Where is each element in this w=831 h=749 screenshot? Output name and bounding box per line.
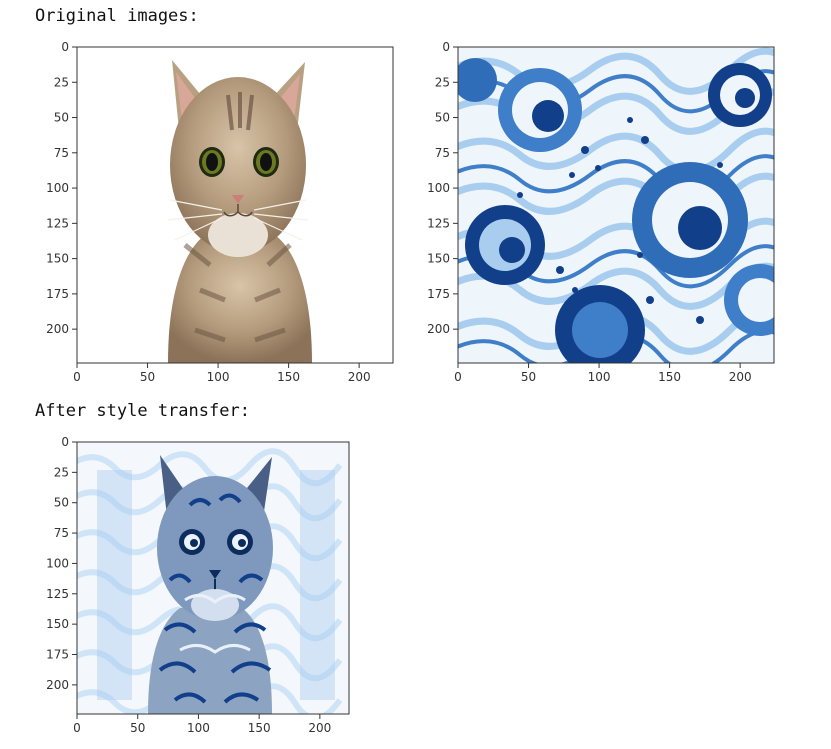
x-tick-label: 200 <box>308 721 331 735</box>
x-axis: 0 50 100 150 200 <box>73 363 371 384</box>
y-tick-label: 50 <box>435 111 450 125</box>
cat-photo <box>77 47 393 363</box>
x-axis: 0 50 100 150 200 <box>73 714 331 735</box>
y-tick-label: 175 <box>427 287 450 301</box>
y-tick-label: 125 <box>427 216 450 230</box>
stylized-cat-image <box>77 442 349 714</box>
cat-image-panel: 0 25 50 75 100 125 150 175 200 0 50 100 150 200 <box>46 40 394 384</box>
y-axis: 0 25 50 75 100 125 150 175 200 <box>427 40 458 336</box>
x-tick-label: 200 <box>348 370 371 384</box>
y-tick-label: 25 <box>54 75 69 89</box>
y-tick-label: 100 <box>46 556 69 570</box>
y-tick-label: 50 <box>54 496 69 510</box>
x-tick-label: 0 <box>454 370 462 384</box>
x-tick-label: 150 <box>277 370 300 384</box>
y-tick-label: 25 <box>54 465 69 479</box>
wave-pattern-image <box>458 47 774 363</box>
y-tick-label: 100 <box>46 181 69 195</box>
x-tick-label: 50 <box>521 370 536 384</box>
y-tick-label: 75 <box>54 526 69 540</box>
x-axis: 0 50 100 150 200 <box>454 363 752 384</box>
y-axis: 0 25 50 75 100 125 150 175 200 <box>46 435 77 692</box>
y-tick-label: 125 <box>46 216 69 230</box>
y-tick-label: 175 <box>46 648 69 662</box>
y-tick-label: 50 <box>54 111 69 125</box>
original-images-label: Original images: <box>35 6 199 26</box>
after-style-transfer-label: After style transfer: <box>35 401 250 421</box>
y-tick-label: 0 <box>442 40 450 54</box>
y-tick-label: 75 <box>54 146 69 160</box>
y-tick-label: 200 <box>427 322 450 336</box>
y-tick-label: 150 <box>427 252 450 266</box>
y-tick-label: 125 <box>46 587 69 601</box>
x-tick-label: 0 <box>73 721 81 735</box>
y-axis: 0 25 50 75 100 125 150 175 200 <box>46 40 77 336</box>
y-tick-label: 200 <box>46 322 69 336</box>
x-tick-label: 150 <box>658 370 681 384</box>
x-tick-label: 0 <box>73 370 81 384</box>
x-tick-label: 150 <box>248 721 271 735</box>
y-tick-label: 150 <box>46 252 69 266</box>
y-tick-label: 100 <box>427 181 450 195</box>
y-tick-label: 0 <box>61 40 69 54</box>
y-tick-label: 0 <box>61 435 69 449</box>
x-tick-label: 200 <box>729 370 752 384</box>
y-tick-label: 200 <box>46 678 69 692</box>
x-tick-label: 100 <box>187 721 210 735</box>
y-tick-label: 75 <box>435 146 450 160</box>
stylized-result-panel: 0 25 50 75 100 125 150 175 200 0 50 100 150 200 <box>46 435 350 735</box>
x-tick-label: 50 <box>140 370 155 384</box>
x-tick-label: 100 <box>207 370 230 384</box>
x-tick-label: 50 <box>130 721 145 735</box>
x-tick-label: 100 <box>588 370 611 384</box>
y-tick-label: 175 <box>46 287 69 301</box>
style-image-panel: 0 25 50 75 100 125 150 175 200 0 50 100 150 200 <box>427 40 775 384</box>
y-tick-label: 150 <box>46 617 69 631</box>
y-tick-label: 25 <box>435 75 450 89</box>
